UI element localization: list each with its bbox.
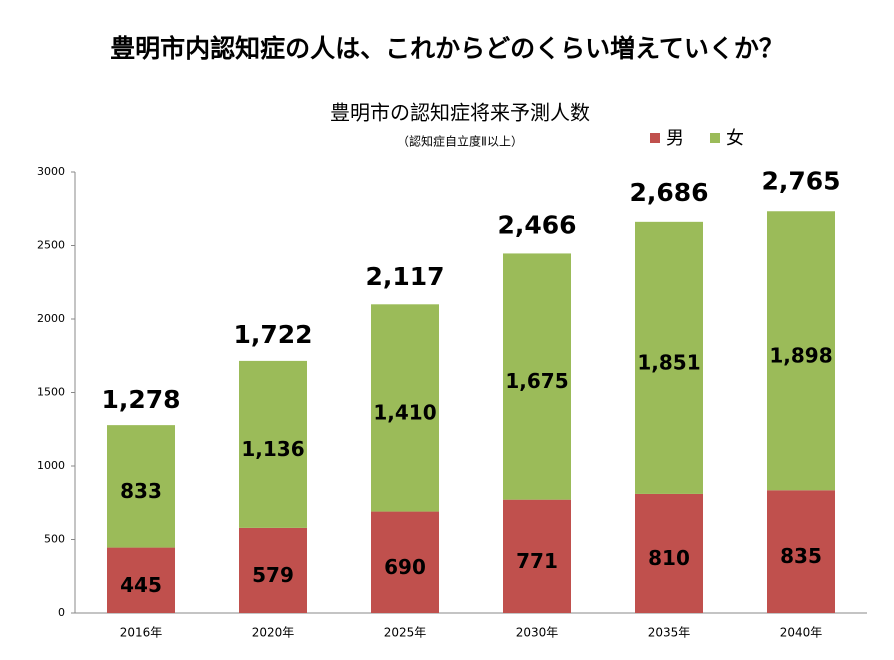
x-tick-label: 2020年 (252, 626, 295, 640)
bar-segment (371, 304, 439, 512)
x-tick-label: 2040年 (780, 626, 823, 640)
value-label: 810 (648, 546, 690, 570)
value-label: 690 (384, 555, 426, 579)
value-label: 835 (780, 544, 822, 568)
bar-segment (107, 425, 175, 548)
value-label: 1,136 (241, 437, 304, 461)
chart-subtitle: （認知症自立度Ⅱ以上） (397, 134, 523, 149)
value-label: 1,410 (373, 400, 436, 424)
y-tick-label: 1000 (37, 459, 65, 472)
value-label: 833 (120, 479, 162, 503)
x-tick-label: 2030年 (516, 626, 559, 640)
legend-swatch (710, 133, 720, 143)
bar-segment (239, 527, 307, 613)
bar-segment (635, 493, 703, 613)
y-tick-label: 0 (58, 606, 65, 619)
y-tick-label: 3000 (37, 165, 65, 178)
y-tick-label: 1500 (37, 386, 65, 399)
x-tick-label: 2025年 (384, 626, 427, 640)
total-label: 2,117 (365, 262, 444, 291)
bar-segment (371, 511, 439, 613)
total-label: 2,686 (629, 178, 708, 207)
bar-segment (239, 360, 307, 528)
legend-swatch (650, 133, 660, 143)
value-label: 445 (120, 573, 162, 597)
total-label: 1,278 (101, 385, 180, 414)
chart-title: 豊明市の認知症将来予測人数 (330, 101, 590, 125)
y-tick-label: 2000 (37, 312, 65, 325)
value-label: 579 (252, 563, 294, 587)
x-tick-label: 2016年 (120, 626, 163, 640)
legend-label: 女 (726, 128, 744, 149)
bar-segment (635, 221, 703, 494)
y-tick-label: 2500 (37, 239, 65, 252)
legend-label: 男 (666, 128, 684, 149)
total-label: 2,466 (497, 210, 576, 239)
x-tick-label: 2035年 (648, 626, 691, 640)
bar-segment (503, 253, 571, 500)
total-label: 1,722 (233, 320, 312, 349)
bar-segment (503, 499, 571, 613)
total-label: 2,765 (761, 167, 840, 196)
y-tick-label: 500 (44, 533, 65, 546)
bar-segment (767, 211, 835, 491)
value-label: 1,675 (505, 369, 568, 393)
value-label: 1,851 (637, 350, 700, 374)
value-label: 771 (516, 549, 558, 573)
headline: 豊明市内認知症の人は、これからどのくらい増えていくか？ (110, 34, 784, 63)
bar-segment (107, 547, 175, 613)
value-label: 1,898 (769, 343, 832, 367)
bar-segment (767, 490, 835, 613)
